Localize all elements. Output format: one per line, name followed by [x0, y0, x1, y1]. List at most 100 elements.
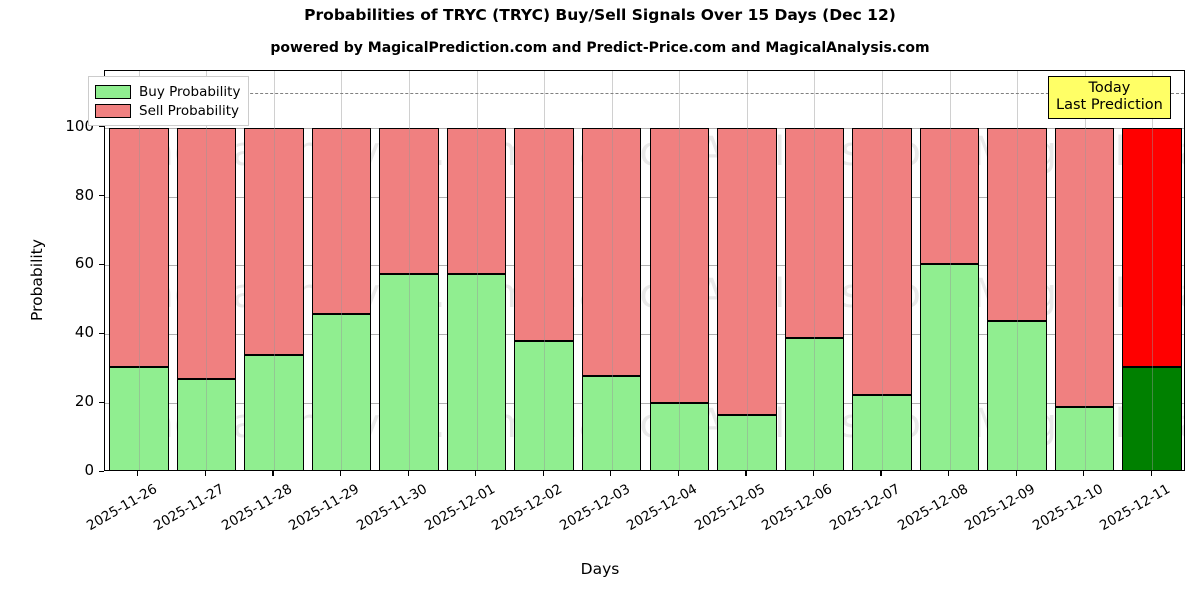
gridline-vertical	[476, 71, 478, 470]
chart-subtitle: powered by MagicalPrediction.com and Pre…	[270, 40, 930, 56]
x-axis-title: Days	[580, 560, 620, 578]
plot-area: MagicalAnalysis.com MagicalAnalysis.com …	[104, 70, 1185, 471]
legend-swatch-buy	[95, 84, 131, 99]
gridline-vertical	[138, 71, 140, 470]
legend-label-buy: Buy Probability	[139, 83, 241, 100]
gridline-vertical	[949, 71, 951, 470]
bar-segment-sell	[514, 127, 574, 342]
bar-segment-buy	[176, 379, 237, 470]
gridline-vertical	[881, 71, 883, 470]
gridline-horizontal	[105, 265, 1184, 267]
bar-stack	[649, 71, 709, 470]
bar-segment-sell	[649, 127, 709, 404]
bar-stack	[1122, 71, 1182, 470]
y-tick-mark	[99, 332, 104, 334]
bar-stack	[717, 71, 777, 470]
x-tick-mark	[1015, 471, 1017, 476]
y-tick-label: 40	[74, 323, 94, 342]
y-tick-label: 0	[84, 461, 94, 479]
bar-segment-buy	[852, 394, 912, 470]
bar-stack	[446, 71, 507, 470]
bar-segment-sell	[244, 127, 304, 355]
y-axis-title: Probability	[28, 238, 46, 321]
gridline-vertical	[206, 71, 208, 470]
bar-stack	[987, 71, 1047, 470]
x-tick-mark	[677, 471, 679, 476]
x-tick-mark	[610, 471, 612, 476]
x-tick-mark	[475, 471, 477, 476]
bar-stack	[581, 71, 642, 470]
x-tick-mark	[339, 471, 342, 476]
bar-segment-buy	[379, 274, 439, 470]
chart-legend: Buy Probability Sell Probability	[88, 76, 250, 126]
bar-stack	[176, 71, 237, 470]
gridline-vertical	[341, 71, 343, 470]
today-callout-line1: Today	[1088, 80, 1131, 96]
gridline-horizontal	[105, 127, 1184, 129]
x-tick-mark	[948, 471, 950, 476]
bar-stack	[109, 71, 169, 470]
x-tick-mark	[137, 471, 139, 476]
bar-stack	[852, 71, 912, 470]
bar-stack	[379, 71, 439, 470]
y-tick-mark	[99, 470, 104, 472]
x-tick-mark	[542, 471, 544, 476]
x-tick-mark	[272, 471, 274, 476]
x-tick-mark	[1083, 471, 1085, 476]
today-callout-line2: Last Prediction	[1056, 97, 1163, 114]
bar-segment-buy	[109, 367, 169, 470]
y-tick-mark	[99, 126, 104, 128]
bar-segment-buy	[581, 375, 642, 470]
bar-segment-sell	[109, 127, 169, 367]
bar-stack	[244, 71, 304, 470]
bar-segment-buy	[244, 354, 304, 470]
bar-segment-sell	[717, 127, 777, 416]
gridline-vertical	[544, 71, 546, 470]
y-tick-mark	[99, 195, 104, 197]
legend-label-sell: Sell Probability	[139, 102, 240, 119]
gridline-vertical	[409, 71, 411, 470]
x-tick-mark	[812, 471, 815, 476]
bar-segment-sell	[1054, 127, 1115, 407]
gridline-horizontal	[105, 334, 1184, 336]
bar-stack	[1054, 71, 1115, 470]
bar-segment-sell	[1122, 127, 1182, 367]
bar-segment-buy	[987, 320, 1047, 470]
gridline-horizontal	[105, 403, 1184, 405]
bar-segment-sell	[784, 127, 845, 338]
gridline-vertical	[273, 71, 275, 470]
gridline-horizontal	[105, 196, 1184, 198]
bar-stack	[311, 71, 372, 470]
bar-stack	[919, 71, 980, 470]
gridline-vertical	[611, 71, 613, 470]
bar-segment-sell	[176, 127, 237, 380]
x-tick-mark	[1150, 471, 1152, 476]
bar-segment-sell	[852, 127, 912, 395]
y-tick-label: 60	[74, 254, 94, 273]
bar-segment-buy	[311, 313, 372, 470]
bar-segment-buy	[514, 341, 574, 470]
bar-stack	[514, 71, 574, 470]
bar-segment-sell	[311, 127, 372, 314]
x-tick-mark	[880, 471, 882, 476]
y-tick-label: 80	[74, 185, 94, 204]
bar-segment-buy	[649, 403, 709, 470]
legend-item-buy: Buy Probability	[95, 82, 240, 101]
y-tick-mark	[99, 401, 104, 403]
x-tick-mark	[204, 471, 207, 476]
gridline-vertical	[679, 71, 681, 470]
gridline-vertical	[1084, 71, 1086, 470]
bar-segment-sell	[919, 127, 980, 264]
y-tick-label: 20	[74, 392, 94, 411]
bar-segment-buy	[784, 337, 845, 470]
threshold-line	[105, 93, 1184, 95]
today-callout: Today Last Prediction	[1048, 76, 1171, 120]
y-tick-label: 100	[65, 116, 94, 135]
bar-segment-sell	[379, 127, 439, 275]
gridline-vertical	[814, 71, 816, 470]
bar-segment-sell	[581, 127, 642, 376]
x-tick-mark	[407, 471, 409, 476]
legend-swatch-sell	[95, 103, 131, 118]
bar-segment-buy	[717, 415, 777, 470]
x-tick-mark	[745, 471, 747, 476]
